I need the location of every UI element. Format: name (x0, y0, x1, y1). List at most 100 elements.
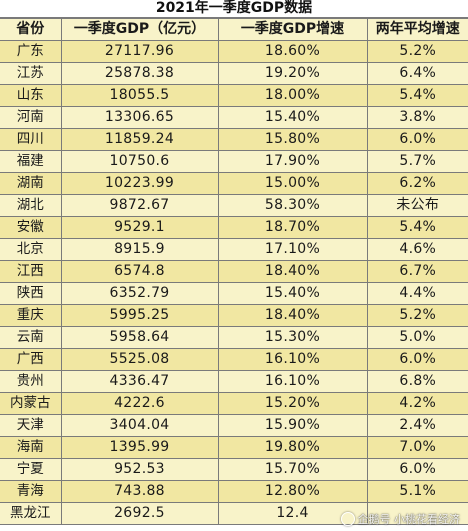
cell-province: 陕西 (0, 282, 62, 305)
cell-avg-growth: 5.4% (366, 84, 468, 107)
cell-province: 黑龙江 (0, 502, 62, 525)
cell-avg-growth: 4.2% (366, 392, 468, 415)
cell-avg-growth (366, 502, 468, 525)
cell-growth: 16.10% (217, 370, 368, 393)
cell-growth: 12.4 (217, 502, 368, 525)
table-row: 广东 27117.96 18.60% 5.2% (0, 40, 468, 63)
cell-avg-growth: 6.7% (366, 260, 468, 283)
cell-growth: 15.70% (217, 458, 368, 481)
cell-avg-growth: 6.8% (366, 370, 468, 393)
cell-province: 江西 (0, 260, 62, 283)
cell-growth: 15.00% (217, 172, 368, 195)
cell-growth: 16.10% (217, 348, 368, 371)
cell-province: 江苏 (0, 62, 62, 85)
header-gdp: 一季度GDP（亿元） (60, 18, 219, 41)
cell-growth: 17.10% (217, 238, 368, 261)
watermark: 企鹅号 小桃花看经济 (340, 511, 461, 527)
cell-avg-growth: 4.6% (366, 238, 468, 261)
cell-avg-growth: 6.0% (366, 348, 468, 371)
cell-growth: 15.20% (217, 392, 368, 415)
cell-province: 贵州 (0, 370, 62, 393)
table-row: 黑龙江 2692.5 12.4 (0, 502, 468, 525)
cell-avg-growth: 6.4% (366, 62, 468, 85)
watermark-text: 企鹅号 小桃花看经济 (357, 513, 461, 526)
cell-province: 广东 (0, 40, 62, 63)
cell-province: 云南 (0, 326, 62, 349)
cell-gdp: 10223.99 (60, 172, 219, 195)
cell-avg-growth: 7.0% (366, 436, 468, 459)
cell-gdp: 25878.38 (60, 62, 219, 85)
cell-growth: 18.70% (217, 216, 368, 239)
table-row: 湖南 10223.99 15.00% 6.2% (0, 172, 468, 195)
table-row: 山东 18055.5 18.00% 5.4% (0, 84, 468, 107)
table-row: 江苏 25878.38 19.20% 6.4% (0, 62, 468, 85)
table-row: 湖北 9872.67 58.30% 未公布 (0, 194, 468, 217)
watermark-logo-icon (340, 512, 355, 526)
cell-avg-growth: 5.0% (366, 326, 468, 349)
cell-gdp: 1395.99 (60, 436, 219, 459)
cell-province: 内蒙古 (0, 392, 62, 415)
cell-growth: 12.80% (217, 480, 368, 503)
table-row: 海南 1395.99 19.80% 7.0% (0, 436, 468, 459)
cell-gdp: 952.53 (60, 458, 219, 481)
table-body: 广东 27117.96 18.60% 5.2% 江苏 25878.38 19.20% 6.4%… (0, 40, 468, 525)
table-row: 江西 6574.8 18.40% 6.7% (0, 260, 468, 283)
table-row: 陕西 6352.79 15.40% 4.4% (0, 282, 468, 305)
cell-growth: 18.40% (217, 260, 368, 283)
cell-growth: 15.40% (217, 106, 368, 129)
cell-gdp: 5995.25 (60, 304, 219, 327)
cell-avg-growth: 5.1% (366, 480, 468, 503)
cell-province: 青海 (0, 480, 62, 503)
cell-gdp: 4222.6 (60, 392, 219, 415)
cell-province: 天津 (0, 414, 62, 437)
table-row: 贵州 4336.47 16.10% 6.8% (0, 370, 468, 393)
cell-gdp: 5958.64 (60, 326, 219, 349)
table-row: 福建 10750.6 17.90% 5.7% (0, 150, 468, 173)
cell-growth: 17.90% (217, 150, 368, 173)
cell-growth: 19.80% (217, 436, 368, 459)
table-row: 四川 11859.24 15.80% 6.0% (0, 128, 468, 151)
cell-gdp: 3404.04 (60, 414, 219, 437)
cell-gdp: 9529.1 (60, 216, 219, 239)
cell-avg-growth: 6.2% (366, 172, 468, 195)
cell-province: 重庆 (0, 304, 62, 327)
cell-gdp: 11859.24 (60, 128, 219, 151)
table-row: 河南 13306.65 15.40% 3.8% (0, 106, 468, 129)
cell-gdp: 2692.5 (60, 502, 219, 525)
cell-avg-growth: 5.2% (366, 304, 468, 327)
table-row: 广西 5525.08 16.10% 6.0% (0, 348, 468, 371)
cell-gdp: 10750.6 (60, 150, 219, 173)
cell-avg-growth: 未公布 (366, 194, 468, 217)
cell-gdp: 6352.79 (60, 282, 219, 305)
cell-avg-growth: 5.4% (366, 216, 468, 239)
cell-province: 广西 (0, 348, 62, 371)
cell-province: 安徽 (0, 216, 62, 239)
cell-growth: 58.30% (217, 194, 368, 217)
table-row: 安徽 9529.1 18.70% 5.4% (0, 216, 468, 239)
cell-gdp: 18055.5 (60, 84, 219, 107)
cell-province: 福建 (0, 150, 62, 173)
cell-growth: 18.00% (217, 84, 368, 107)
table-row: 宁夏 952.53 15.70% 6.0% (0, 458, 468, 481)
cell-growth: 18.40% (217, 304, 368, 327)
table-row: 云南 5958.64 15.30% 5.0% (0, 326, 468, 349)
cell-avg-growth: 3.8% (366, 106, 468, 129)
cell-gdp: 13306.65 (60, 106, 219, 129)
cell-province: 宁夏 (0, 458, 62, 481)
cell-province: 海南 (0, 436, 62, 459)
cell-province: 四川 (0, 128, 62, 151)
cell-province: 山东 (0, 84, 62, 107)
cell-gdp: 4336.47 (60, 370, 219, 393)
cell-avg-growth: 2.4% (366, 414, 468, 437)
table-row: 青海 743.88 12.80% 5.1% (0, 480, 468, 503)
cell-gdp: 5525.08 (60, 348, 219, 371)
cell-avg-growth: 6.0% (366, 128, 468, 151)
gdp-table: 省份 一季度GDP（亿元） 一季度GDP增速 两年平均增速 广东 27117.96… (0, 18, 468, 525)
cell-avg-growth: 5.7% (366, 150, 468, 173)
cell-gdp: 27117.96 (60, 40, 219, 63)
header-avg-growth: 两年平均增速 (366, 18, 468, 41)
cell-avg-growth: 5.2% (366, 40, 468, 63)
cell-province: 湖北 (0, 194, 62, 217)
table-row: 天津 3404.04 15.90% 2.4% (0, 414, 468, 437)
cell-gdp: 9872.67 (60, 194, 219, 217)
